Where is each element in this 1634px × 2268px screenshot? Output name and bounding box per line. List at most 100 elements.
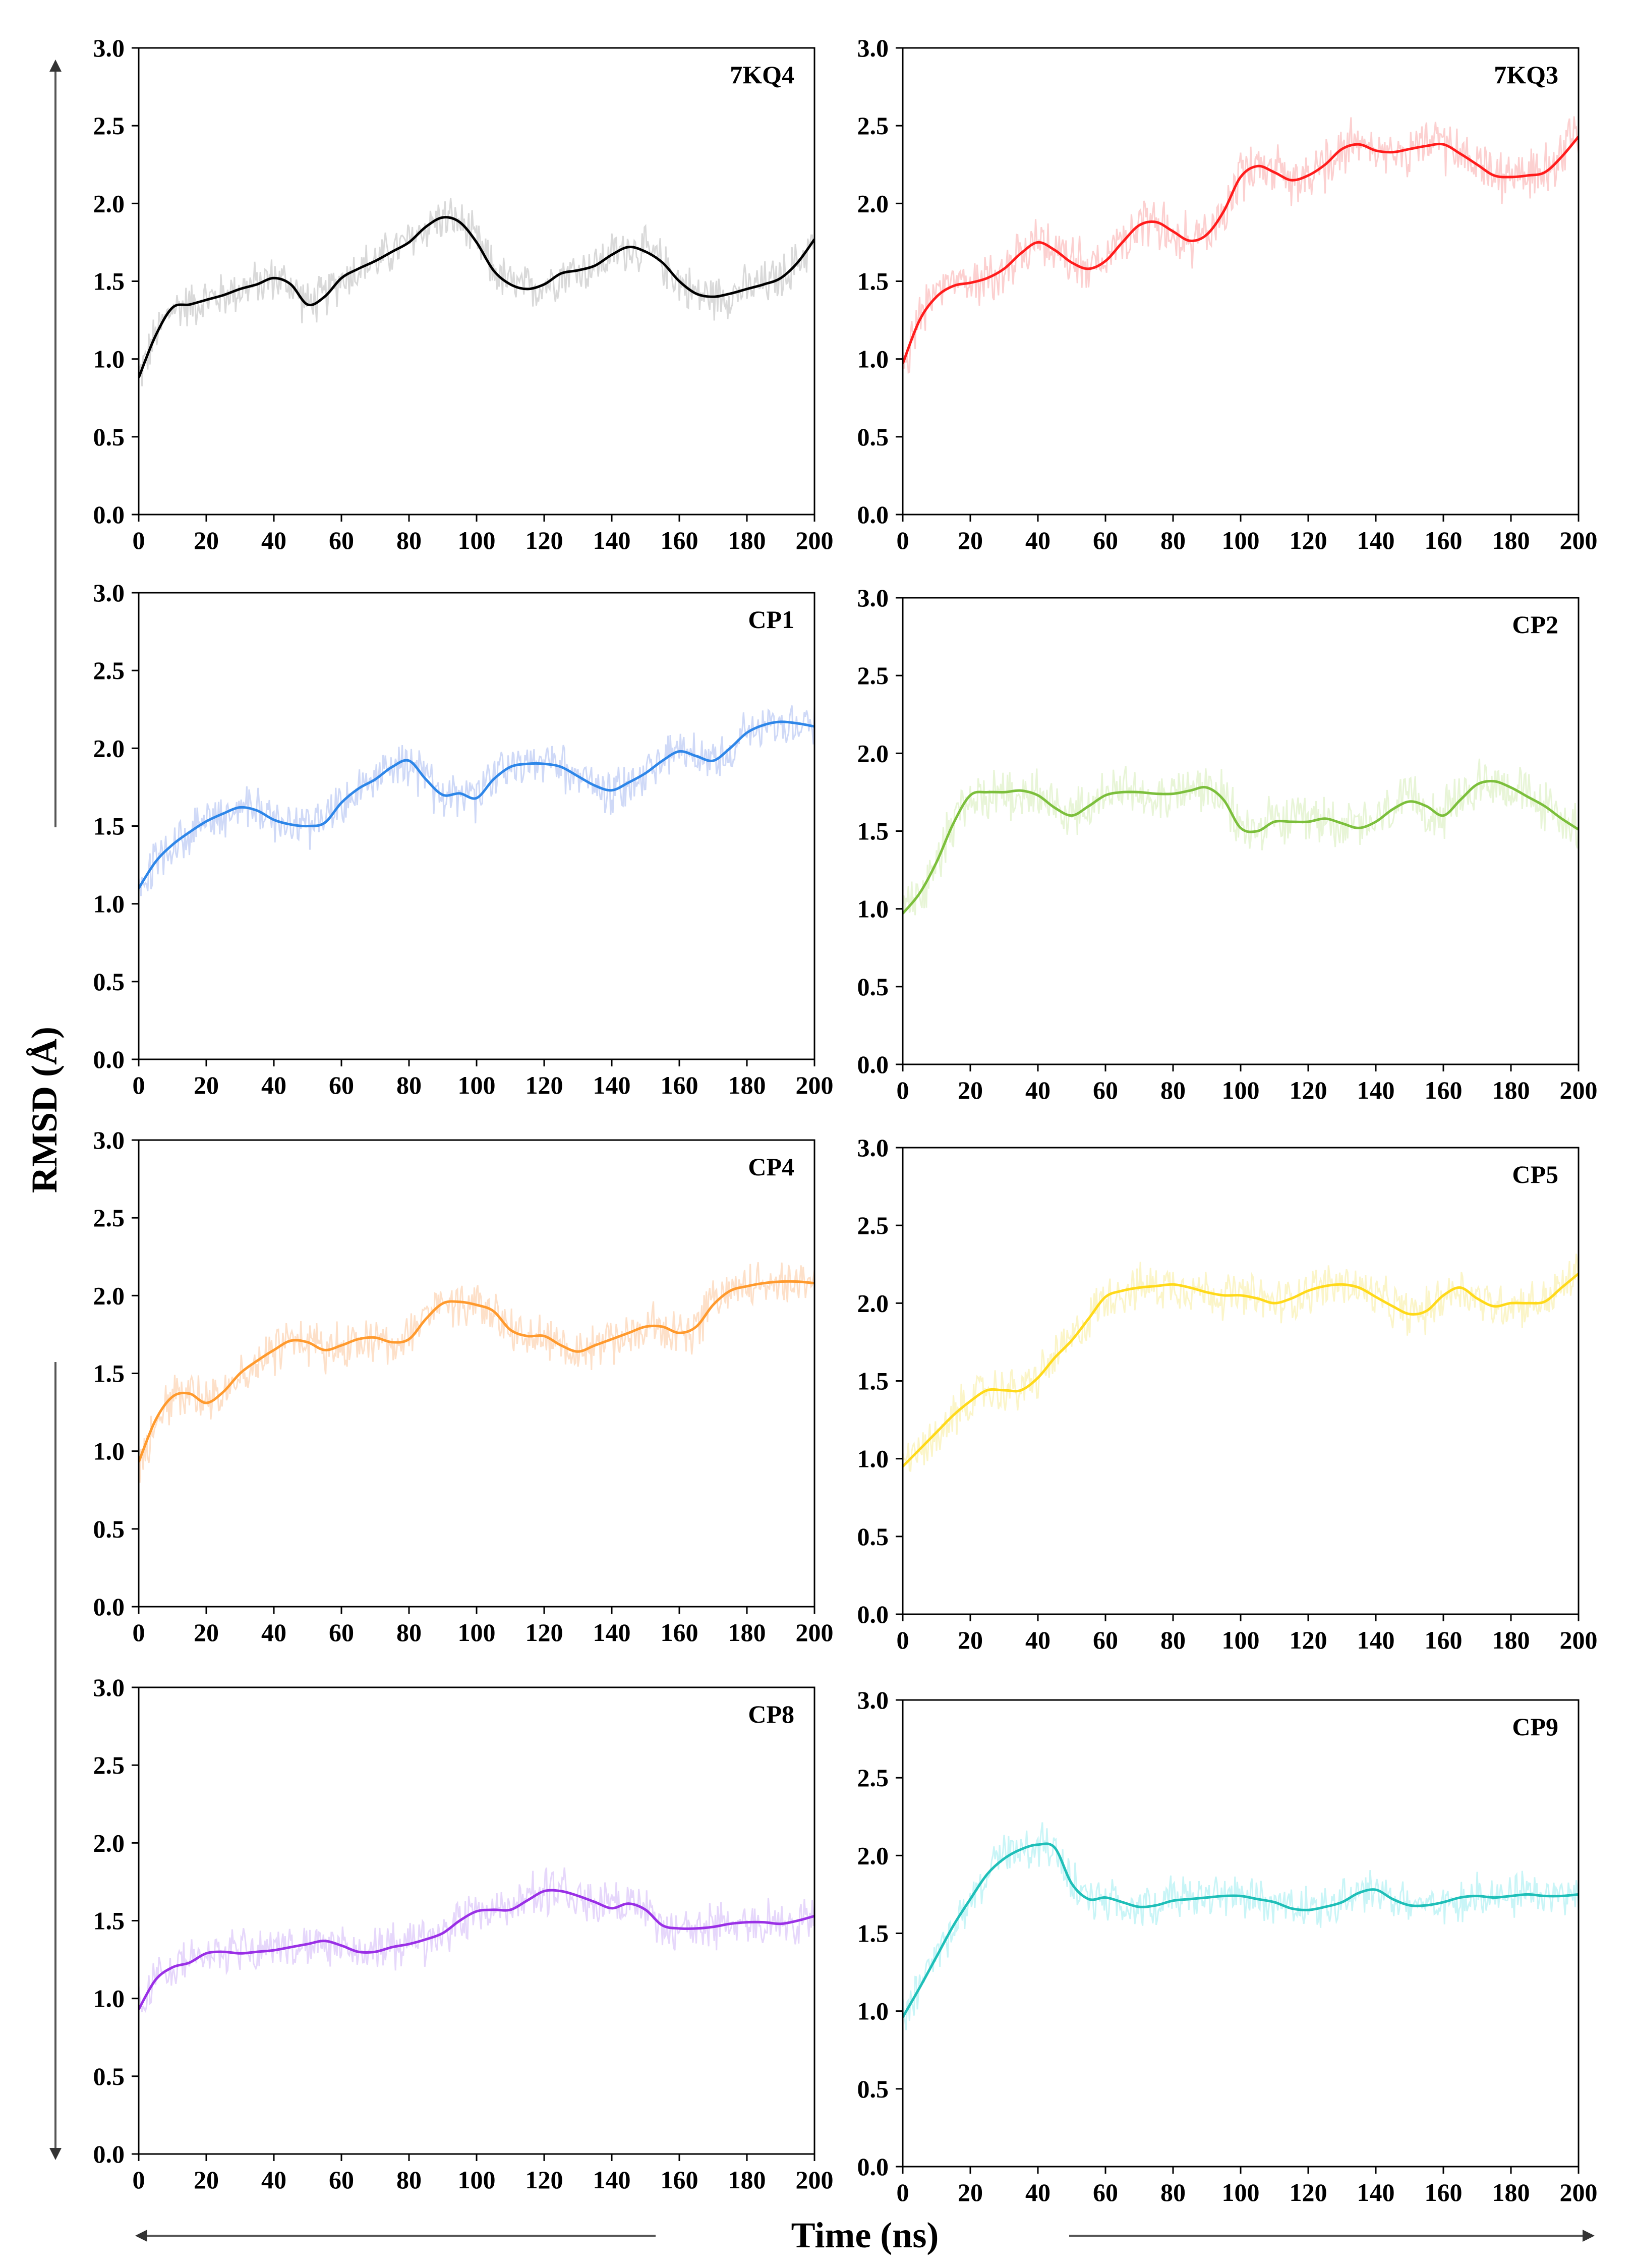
x-tick-label: 80 (1160, 2178, 1186, 2206)
x-tick-label: 60 (1093, 2178, 1118, 2206)
panel-cp8: 0 20 40 60 80 100 120 140 160 180 200 0.0 0.5 1.0 1.5 2… (93, 1673, 834, 2194)
x-tick-label: 80 (396, 1071, 422, 1099)
y-tick-label: 0.5 (857, 423, 889, 451)
x-tick-label: 80 (396, 1618, 422, 1647)
x-tick-label: 0 (133, 526, 145, 554)
panel-title-cp4: CP4 (748, 1153, 794, 1181)
y-tick-label: 2.5 (857, 1764, 889, 1792)
plot-frame (902, 597, 1580, 1065)
x-tick-label: 100 (1222, 2178, 1260, 2206)
x-tick-label: 0 (897, 1626, 909, 1654)
panel-title-7kq4: 7KQ4 (730, 61, 794, 89)
y-tick-label: 0.5 (93, 423, 125, 451)
y-tick-label: 2.5 (93, 1751, 125, 1779)
x-tick-label: 120 (526, 526, 563, 554)
x-axis-title: Time (ns) (791, 2215, 939, 2255)
raw-trace-7kq3 (903, 116, 1579, 374)
x-tick-label: 20 (194, 2166, 219, 2194)
y-tick-label: 3.0 (93, 1673, 125, 1702)
x-tick-label: 0 (897, 526, 909, 554)
y-tick-label: 2.0 (93, 1829, 125, 1857)
x-tick-label: 100 (1222, 1626, 1260, 1654)
x-tick-label: 60 (1093, 526, 1118, 554)
y-tick-label: 3.0 (857, 584, 889, 612)
y-tick-label: 3.0 (857, 1686, 889, 1714)
plot-frame (138, 47, 815, 516)
raw-trace-cp5 (903, 1254, 1579, 1472)
x-tick-label: 0 (133, 1618, 145, 1647)
series-line-cp5 (903, 1272, 1579, 1467)
x-tick-label: 60 (329, 2166, 354, 2194)
y-tick-label: 2.0 (857, 1289, 889, 1317)
x-tick-label: 60 (329, 526, 354, 554)
x-tick-label: 20 (958, 2178, 983, 2206)
x-tick-label: 40 (1025, 1626, 1051, 1654)
x-tick-label: 140 (593, 526, 631, 554)
x-tick-label: 60 (329, 1071, 354, 1099)
x-tick-label: 40 (261, 2166, 286, 2194)
x-tick-label: 200 (1560, 526, 1598, 554)
x-tick-label: 180 (728, 526, 766, 554)
x-tick-label: 20 (194, 1071, 219, 1099)
panel-cp1: 0 20 40 60 80 100 120 140 160 180 200 0.0 0.5 1.0 1.5 2… (93, 579, 834, 1099)
y-tick-label: 0.0 (857, 1050, 889, 1079)
y-tick-label: 0.0 (857, 2152, 889, 2181)
panels: 0 20 40 60 80 100 120 140 160 180 2000.00.51.01.52… (93, 34, 1598, 2206)
y-tick-label: 2.0 (857, 1841, 889, 1869)
panel-title-7kq3: 7KQ3 (1494, 61, 1558, 89)
x-tick-label: 160 (1425, 1626, 1463, 1654)
raw-trace-7kq4 (139, 197, 814, 386)
y-tick-label: 2.0 (93, 189, 125, 217)
x-tick-label: 80 (1160, 526, 1186, 554)
x-tick-label: 140 (1357, 1076, 1395, 1104)
x-tick-label: 80 (396, 2166, 422, 2194)
x-tick-label: 20 (194, 526, 219, 554)
x-tick-label: 160 (661, 2166, 698, 2194)
x-tick-label: 200 (796, 1071, 834, 1099)
x-tick-label: 200 (796, 1618, 834, 1647)
y-tick-label: 2.0 (857, 739, 889, 767)
x-tick-label: 60 (329, 1618, 354, 1647)
y-tick-label: 2.5 (857, 1211, 889, 1239)
figure-decoration: RMSD (Å) Time (ns) (24, 60, 1595, 2255)
x-tick-label: 40 (261, 526, 286, 554)
x-tick-label: 20 (958, 1076, 983, 1104)
x-tick-label: 180 (1492, 2178, 1530, 2206)
x-tick-label: 40 (1025, 2178, 1051, 2206)
x-tick-label: 200 (1560, 1076, 1598, 1104)
y-tick-label: 1.0 (857, 895, 889, 923)
x-tick-label: 180 (728, 1071, 766, 1099)
x-tick-label: 40 (261, 1071, 286, 1099)
raw-trace-cp9 (903, 1822, 1579, 2030)
y-tick-label: 0.0 (93, 500, 125, 529)
x-tick-label: 140 (593, 1071, 631, 1099)
y-tick-label: 2.5 (857, 111, 889, 140)
x-tick-label: 100 (458, 526, 496, 554)
x-tick-label: 20 (194, 1618, 219, 1647)
y-tick-label: 3.0 (93, 34, 125, 62)
x-tick-label: 80 (1160, 1076, 1186, 1104)
y-tick-label: 0.0 (93, 1593, 125, 1621)
x-tick-label: 200 (1560, 2178, 1598, 2206)
x-tick-label: 80 (396, 526, 422, 554)
x-tick-label: 180 (1492, 1076, 1530, 1104)
x-tick-label: 140 (593, 1618, 631, 1647)
x-tick-label: 0 (133, 1071, 145, 1099)
panel-cp4: 0 20 40 60 80 100 120 140 160 180 200 0.0 0.5 1.0 1.5 2… (93, 1126, 834, 1647)
x-tick-label: 100 (458, 1618, 496, 1647)
x-tick-label: 100 (1222, 1076, 1260, 1104)
panel-title-cp8: CP8 (748, 1700, 794, 1728)
x-tick-label: 160 (1425, 1076, 1463, 1104)
panel-cp5: 0 20 40 60 80 100 120 140 160 180 200 0.0 0.5 1.0 1.5 2… (857, 1133, 1598, 1654)
panel-7kq3: 0 20 40 60 80 100 120 140 160 180 200 0.0 0.5 1.0 1.5 2… (857, 34, 1598, 554)
raw-trace-cp2 (903, 758, 1579, 916)
x-tick-label: 20 (958, 526, 983, 554)
y-tick-label: 1.5 (857, 267, 889, 296)
y-tick-label: 0.0 (857, 1600, 889, 1628)
y-tick-label: 0.5 (93, 1515, 125, 1543)
y-tick-label: 1.0 (93, 890, 125, 918)
x-tick-label: 120 (526, 1618, 563, 1647)
panel-cp9: 0 20 40 60 80 100 120 140 160 180 200 0.0 0.5 1.0 1.5 2… (857, 1686, 1598, 2206)
x-tick-label: 160 (1425, 2178, 1463, 2206)
